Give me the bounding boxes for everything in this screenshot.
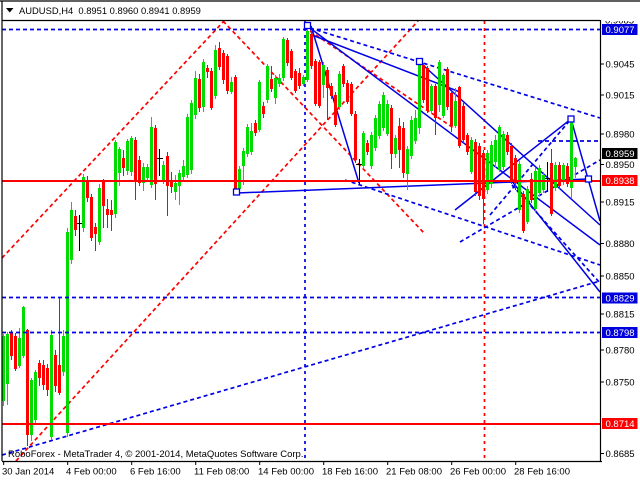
svg-text:0.8938: 0.8938: [606, 176, 635, 187]
svg-text:0.8980: 0.8980: [606, 129, 635, 140]
svg-text:11 Feb 08:00: 11 Feb 08:00: [194, 467, 249, 478]
svg-text:0.8850: 0.8850: [606, 271, 635, 282]
svg-text:0.8798: 0.8798: [606, 328, 635, 339]
svg-text:0.8915: 0.8915: [606, 197, 635, 208]
svg-text:0.9015: 0.9015: [606, 90, 635, 101]
svg-text:18 Feb 16:00: 18 Feb 16:00: [322, 467, 378, 478]
svg-text:30 Jan 2014: 30 Jan 2014: [2, 467, 54, 478]
svg-text:0.8714: 0.8714: [606, 419, 635, 430]
svg-text:0.8780: 0.8780: [606, 345, 635, 356]
svg-text:RoboForex - MetaTrader 4, © 20: RoboForex - MetaTrader 4, © 2001-2014, M…: [8, 449, 303, 460]
svg-text:4 Feb 00:00: 4 Feb 00:00: [66, 467, 117, 478]
svg-text:0.8959: 0.8959: [606, 149, 635, 160]
svg-text:0.9045: 0.9045: [606, 59, 635, 70]
svg-text:21 Feb 08:00: 21 Feb 08:00: [386, 467, 442, 478]
svg-text:0.9077: 0.9077: [606, 25, 635, 36]
svg-text:26 Feb 00:00: 26 Feb 00:00: [450, 467, 506, 478]
svg-text:0.8685: 0.8685: [606, 449, 635, 460]
svg-text:0.8750: 0.8750: [606, 377, 635, 388]
svg-text:0.8950: 0.8950: [606, 160, 635, 171]
svg-text:0.8880: 0.8880: [606, 239, 635, 250]
svg-text:28 Feb 16:00: 28 Feb 16:00: [514, 467, 570, 478]
svg-text:14 Feb 00:00: 14 Feb 00:00: [258, 467, 314, 478]
svg-text:0.8829: 0.8829: [606, 294, 635, 305]
svg-text:AUDUSD,H4 0.8951 0.8960 0.894: AUDUSD,H4 0.8951 0.8960 0.8941 0.8959: [19, 5, 201, 16]
svg-text:6 Feb 16:00: 6 Feb 16:00: [130, 467, 181, 478]
svg-text:0.8815: 0.8815: [606, 309, 635, 320]
